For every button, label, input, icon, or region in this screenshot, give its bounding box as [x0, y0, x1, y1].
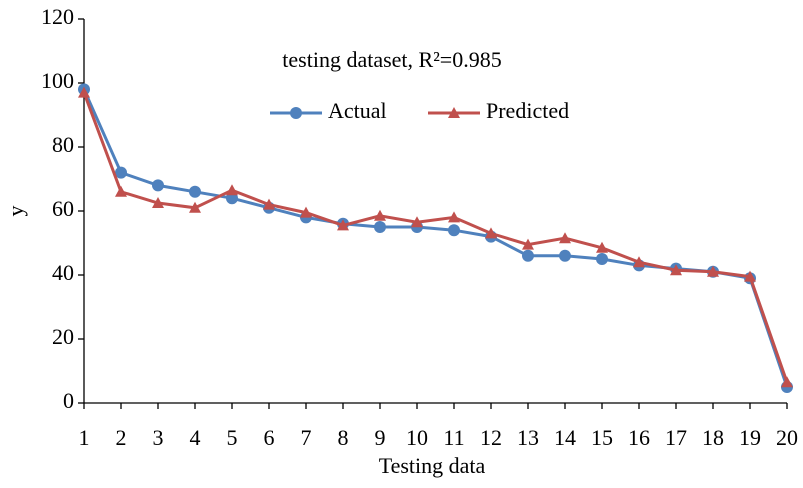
data-point: [226, 184, 238, 196]
x-tick-label: 20: [776, 425, 798, 450]
y-tick-label: 40: [52, 260, 74, 285]
x-tick-label: 1: [79, 425, 90, 450]
data-point: [596, 253, 608, 265]
x-tick-label: 6: [264, 425, 275, 450]
x-tick-label: 3: [153, 425, 164, 450]
data-point: [337, 219, 349, 231]
y-tick-label: 0: [63, 388, 74, 413]
x-tick-label: 2: [116, 425, 127, 450]
legend-marker: [448, 107, 460, 118]
y-tick-label: 120: [41, 4, 74, 29]
data-point: [115, 185, 127, 197]
x-tick-label: 12: [480, 425, 502, 450]
data-point: [485, 227, 497, 239]
data-point: [152, 179, 164, 192]
data-point: [781, 376, 793, 388]
x-tick-label: 13: [517, 425, 539, 450]
x-tick-label: 8: [338, 425, 349, 450]
data-point: [189, 201, 201, 213]
data-point: [522, 238, 534, 250]
x-tick-label: 7: [301, 425, 312, 450]
chart-title: testing dataset, R²=0.985: [282, 47, 501, 72]
data-point: [633, 256, 645, 268]
y-axis-label: y: [3, 206, 28, 217]
x-tick-label: 14: [554, 425, 576, 450]
data-point: [596, 241, 608, 253]
data-point: [189, 185, 201, 198]
y-tick-label: 80: [52, 132, 74, 157]
x-tick-label: 16: [628, 425, 650, 450]
data-point: [152, 197, 164, 208]
y-tick-label: 60: [52, 196, 74, 221]
data-point: [670, 264, 682, 276]
data-point: [559, 249, 571, 262]
x-tick-label: 4: [190, 425, 201, 450]
x-tick-label: 5: [227, 425, 238, 450]
data-point: [707, 265, 719, 277]
data-point: [448, 211, 460, 223]
series-line: [82, 92, 789, 383]
x-tick-label: 19: [739, 425, 761, 450]
y-tick-label: 100: [41, 68, 74, 93]
x-tick-label: 10: [406, 425, 428, 450]
data-point: [263, 198, 275, 210]
x-tick-label: 17: [665, 425, 687, 450]
x-tick-label: 18: [702, 425, 724, 450]
x-tick-label: 9: [375, 425, 386, 450]
data-point: [374, 209, 386, 221]
legend-label: Predicted: [486, 98, 569, 123]
data-point: [115, 166, 127, 179]
data-point: [559, 232, 571, 244]
series-line: [82, 88, 789, 388]
data-point: [78, 86, 90, 98]
x-tick-label: 11: [443, 425, 464, 450]
data-point: [744, 270, 756, 282]
legend-label: Actual: [328, 98, 387, 123]
x-axis-label: Testing data: [379, 453, 486, 478]
y-tick-label: 20: [52, 324, 74, 349]
data-point: [411, 216, 423, 228]
data-point: [448, 224, 460, 237]
data-point: [522, 249, 534, 262]
data-point: [374, 221, 386, 233]
x-tick-label: 15: [591, 425, 613, 450]
data-point: [300, 206, 312, 218]
legend-marker: [290, 107, 302, 119]
